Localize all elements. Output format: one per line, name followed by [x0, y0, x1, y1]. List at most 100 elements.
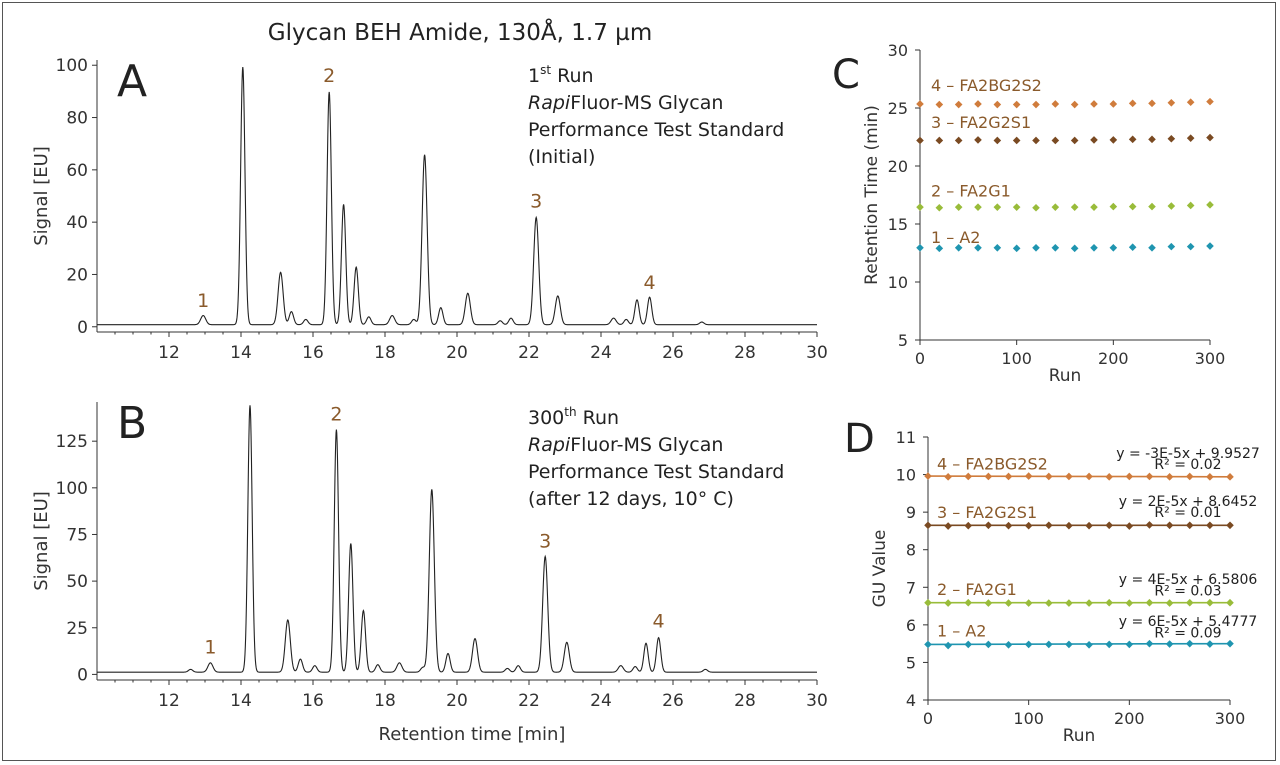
run-number: 1	[528, 65, 540, 87]
series-1-a2: 1 – A2	[916, 228, 1214, 253]
trend-equation: y = 6E-5x + 5.4777	[1119, 614, 1258, 630]
y-tick-label: 10	[896, 466, 916, 485]
data-point	[1045, 599, 1053, 607]
y-tick-label: 9	[906, 503, 916, 522]
data-point	[1145, 598, 1154, 607]
series-label: 3 – FA2G2S1	[931, 113, 1031, 132]
data-point	[916, 136, 924, 145]
data-point	[1226, 521, 1234, 530]
peak-label: 1	[197, 290, 209, 312]
standard-name-italic: Rapi	[528, 92, 571, 114]
panel-label: B	[117, 398, 147, 449]
data-point	[1004, 640, 1013, 649]
series-3-fa2g2s1: 3 – FA2G2S1	[916, 113, 1214, 145]
data-point	[984, 599, 993, 607]
data-point	[1070, 203, 1079, 211]
x-tick-label: 200	[1114, 709, 1145, 728]
data-point	[1109, 136, 1118, 144]
y-tick-label: 75	[66, 525, 88, 545]
data-point	[1145, 639, 1154, 648]
data-point	[1206, 521, 1214, 530]
data-point	[1148, 243, 1156, 252]
series-label: 2 – FA2G1	[931, 181, 1011, 200]
y-axis-label: Signal [EU]	[31, 491, 52, 591]
data-point	[993, 203, 1002, 211]
x-tick-label: 16	[302, 691, 324, 711]
run-annotation: 1st Run	[528, 63, 594, 87]
standard-name-italic: Rapi	[528, 434, 571, 456]
data-point	[954, 243, 963, 252]
trend-line	[927, 475, 1231, 478]
data-point	[1085, 599, 1093, 607]
data-point	[1145, 521, 1154, 529]
data-point	[1206, 598, 1214, 607]
data-point	[1085, 521, 1093, 530]
panel-label: C	[832, 52, 860, 98]
data-point	[1206, 133, 1214, 142]
data-point	[954, 203, 963, 211]
scatter-panel-d: 0 100 200 300 4 5 6 7 8 9 10 11 Run GU Value 1 – A2 y =…	[844, 416, 1260, 746]
chromatogram-panel-b: 12 14 16 18 20 22 24 26 28 300255075100125Signal …	[31, 398, 828, 745]
y-tick-label: 100	[56, 479, 88, 499]
data-point	[1165, 599, 1174, 607]
data-point	[935, 203, 944, 212]
data-point	[1165, 521, 1174, 530]
data-point	[1024, 521, 1033, 530]
data-point	[1186, 201, 1195, 210]
x-tick-label: 22	[518, 691, 540, 711]
data-point	[1004, 599, 1013, 607]
data-point	[1032, 243, 1040, 252]
x-tick-label: 20	[446, 691, 468, 711]
y-tick-label: 80	[66, 109, 88, 129]
data-point	[1032, 136, 1040, 145]
series-label: 1 – A2	[931, 228, 980, 247]
data-point	[1051, 243, 1060, 252]
data-point	[1148, 135, 1156, 144]
series-label: 4 – FA2BG2S2	[937, 454, 1048, 473]
standard-name-line-2: Performance Test Standard	[528, 461, 784, 483]
data-point	[1085, 640, 1093, 649]
x-tick-label: 18	[374, 343, 396, 363]
panel-label: A	[117, 56, 147, 107]
x-tick-label: 300	[1215, 709, 1246, 728]
data-point	[1128, 99, 1137, 108]
condition-line: (Initial)	[528, 146, 595, 168]
data-point	[993, 243, 1002, 252]
data-point	[1065, 599, 1073, 607]
peak-label: 3	[539, 530, 551, 552]
data-point	[1167, 134, 1176, 143]
run-ordinal-suffix: th	[564, 405, 576, 419]
data-point	[1206, 640, 1214, 648]
chromatogram-trace	[97, 405, 817, 673]
data-point	[924, 640, 932, 649]
data-point	[1128, 135, 1137, 144]
x-tick-label: 12	[158, 343, 180, 363]
data-point	[993, 136, 1002, 145]
data-point	[1165, 473, 1174, 481]
x-axis-label: Run	[1063, 726, 1096, 746]
data-point	[1145, 472, 1154, 481]
data-point	[1045, 521, 1053, 530]
data-point	[1105, 598, 1113, 607]
y-axis-label: GU Value	[870, 530, 890, 608]
x-tick-label: 24	[590, 691, 612, 711]
trend-equation: y = 2E-5x + 8.6452	[1119, 494, 1258, 510]
data-point	[1125, 472, 1134, 481]
peak-label: 4	[653, 610, 665, 632]
data-point	[1186, 98, 1195, 106]
data-point	[924, 598, 932, 607]
y-tick-label: 100	[56, 56, 88, 76]
x-tick-label: 14	[230, 691, 252, 711]
y-tick-label: 15	[888, 215, 908, 234]
trend-equation: y = 4E-5x + 6.5806	[1119, 572, 1258, 588]
data-point	[984, 521, 993, 530]
y-tick-label: 125	[56, 432, 88, 452]
y-tick-label: 6	[906, 616, 916, 635]
x-tick-label: 20	[446, 343, 468, 363]
data-point	[964, 521, 973, 530]
data-point	[1024, 599, 1033, 607]
data-point	[1004, 472, 1013, 481]
